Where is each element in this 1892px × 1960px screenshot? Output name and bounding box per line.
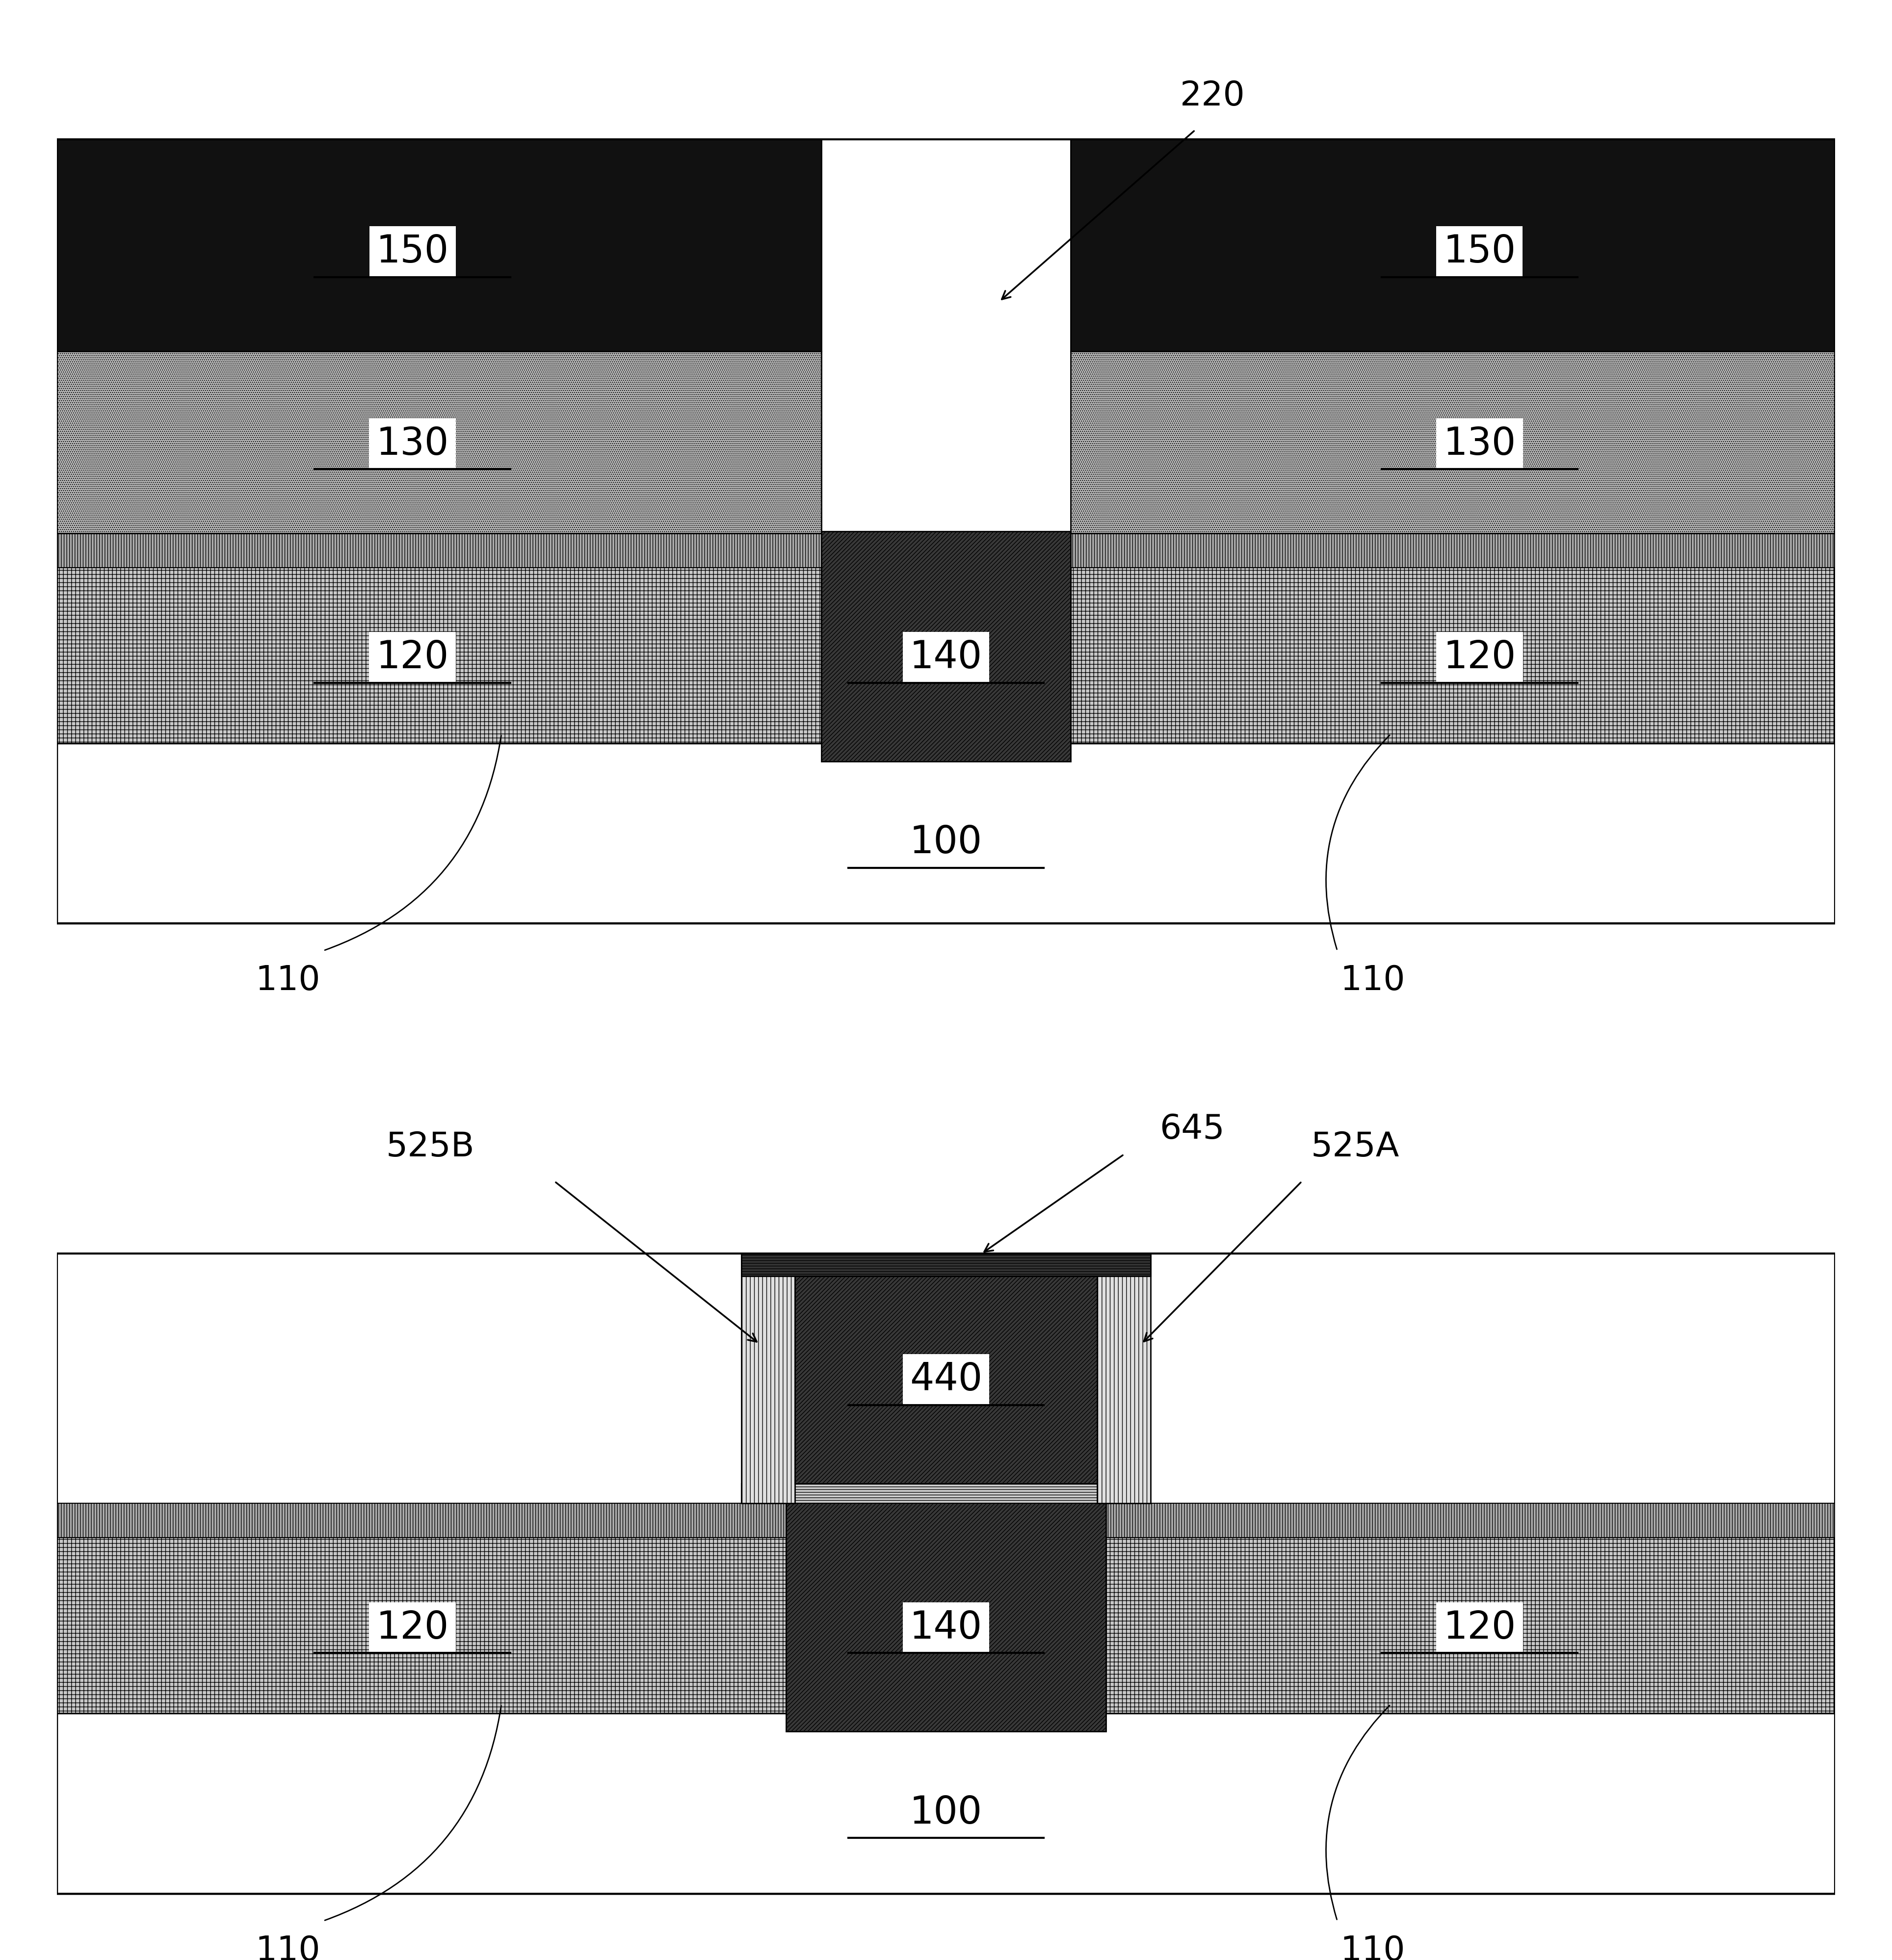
Bar (57, 743, 1835, 923)
Bar (57, 1254, 1835, 1893)
Bar (1097, 1256, 1150, 1503)
Text: 140: 140 (910, 1609, 982, 1646)
Bar (57, 563, 821, 743)
Text: 120: 120 (1444, 1609, 1515, 1646)
Text: 645: 645 (1160, 1113, 1224, 1145)
Text: 150: 150 (377, 233, 448, 270)
Bar (57, 351, 821, 533)
Text: 100: 100 (910, 823, 982, 860)
Bar (821, 531, 1071, 760)
Text: 110: 110 (1340, 1935, 1406, 1960)
Bar (1071, 351, 1835, 533)
Bar (57, 1533, 785, 1713)
Bar (742, 1254, 1150, 1276)
Bar (57, 533, 1835, 566)
Bar (57, 139, 821, 351)
Text: 140: 140 (910, 639, 982, 676)
Text: 100: 100 (910, 1793, 982, 1831)
Bar (57, 1503, 1835, 1537)
Bar (1107, 1533, 1835, 1713)
Text: 120: 120 (1444, 639, 1515, 676)
Text: 110: 110 (1340, 964, 1406, 998)
Bar (57, 139, 1835, 923)
Text: 120: 120 (377, 1609, 448, 1646)
Bar (57, 1713, 1835, 1893)
Text: 110: 110 (255, 964, 320, 998)
Bar (742, 1256, 795, 1503)
Bar (742, 1484, 1150, 1503)
Text: 150: 150 (1444, 233, 1515, 270)
Text: 220: 220 (1181, 78, 1245, 112)
Bar (785, 1501, 1107, 1731)
Text: 440: 440 (910, 1360, 982, 1399)
Text: 525A: 525A (1311, 1131, 1400, 1164)
Bar (795, 1276, 1097, 1484)
Text: 525B: 525B (386, 1131, 475, 1164)
Bar (1071, 563, 1835, 743)
Text: 130: 130 (1444, 425, 1515, 463)
Text: 110: 110 (255, 1935, 320, 1960)
Text: 120: 120 (377, 639, 448, 676)
Text: 130: 130 (377, 425, 448, 463)
Bar (1071, 139, 1835, 351)
